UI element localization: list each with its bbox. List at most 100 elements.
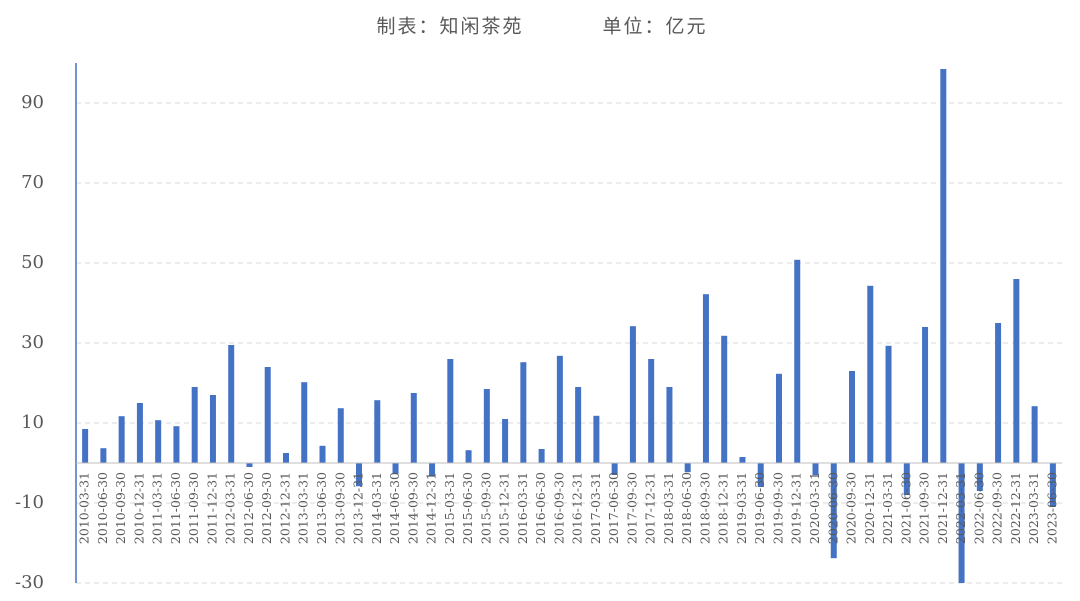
bar xyxy=(976,463,983,491)
bar xyxy=(228,345,235,463)
bar xyxy=(173,426,180,463)
y-tick-label: 90 xyxy=(21,92,44,113)
x-tick-label: 2021-12-31 xyxy=(935,472,950,544)
bar xyxy=(155,420,162,463)
x-tick-label: 2012-06-30 xyxy=(241,472,256,544)
x-tick-label: 2015-03-31 xyxy=(442,472,457,544)
y-tick-label: -30 xyxy=(15,572,44,593)
bar xyxy=(666,387,673,463)
bar xyxy=(209,395,216,463)
bar xyxy=(812,463,819,475)
bar xyxy=(118,416,125,463)
bar xyxy=(995,323,1002,463)
x-tick-label: 2012-03-31 xyxy=(223,472,238,544)
bar xyxy=(282,453,289,463)
x-tick-label: 2022-03-31 xyxy=(953,472,968,544)
bar xyxy=(1013,279,1020,463)
y-tick-label: 30 xyxy=(21,332,44,353)
bar xyxy=(885,345,892,463)
x-tick-label: 2010-12-31 xyxy=(131,472,146,544)
bar xyxy=(246,463,253,467)
bar xyxy=(319,445,326,463)
bar xyxy=(593,415,600,463)
x-tick-label: 2016-09-30 xyxy=(551,472,566,544)
x-tick-label: 2023-06-30 xyxy=(1044,472,1059,544)
bar xyxy=(392,463,399,474)
bar xyxy=(191,387,198,463)
x-tick-label: 2022-09-30 xyxy=(990,472,1005,544)
bar xyxy=(830,463,837,559)
bar xyxy=(922,327,929,463)
bar xyxy=(136,403,143,463)
x-tick-label: 2021-09-30 xyxy=(917,472,932,544)
x-tick-label: 2018-06-30 xyxy=(679,472,694,544)
bar xyxy=(82,429,89,463)
chart-title: 制表：知闲茶苑 xyxy=(376,16,523,38)
bar xyxy=(775,373,782,463)
bar xyxy=(337,408,344,463)
x-tick-label: 2011-12-31 xyxy=(204,472,219,544)
x-tick-label: 2014-09-30 xyxy=(405,472,420,544)
bar xyxy=(757,463,764,487)
x-tick-label: 2020-09-30 xyxy=(844,472,859,544)
x-tick-label: 2012-09-30 xyxy=(259,472,274,544)
x-tick-label: 2018-12-31 xyxy=(716,472,731,544)
bar xyxy=(721,335,728,463)
x-tick-label: 2019-09-30 xyxy=(770,472,785,544)
x-tick-label: 2013-09-30 xyxy=(332,472,347,544)
y-tick-label: -10 xyxy=(15,492,44,513)
bar xyxy=(556,355,563,463)
x-tick-label: 2015-06-30 xyxy=(460,472,475,544)
x-tick-label: 2012-12-31 xyxy=(277,472,292,544)
bar xyxy=(629,326,636,463)
bar xyxy=(483,389,490,463)
bar xyxy=(301,382,308,463)
x-tick-label: 2014-06-30 xyxy=(387,472,402,544)
x-tick-label: 2017-06-30 xyxy=(606,472,621,544)
y-tick-label: 50 xyxy=(21,252,44,273)
bar xyxy=(867,285,874,463)
x-tick-label: 2021-03-31 xyxy=(880,472,895,544)
bar xyxy=(794,259,801,463)
x-tick-label: 2023-03-31 xyxy=(1026,472,1041,544)
x-tick-label: 2014-03-31 xyxy=(369,472,384,544)
bar xyxy=(410,393,417,463)
bar xyxy=(1031,406,1038,463)
bar xyxy=(903,463,910,495)
bar xyxy=(684,463,691,473)
x-tick-label: 2014-12-31 xyxy=(424,472,439,544)
bar xyxy=(575,387,582,463)
x-tick-label: 2016-06-30 xyxy=(533,472,548,544)
x-tick-label: 2011-03-31 xyxy=(150,472,165,544)
bar xyxy=(447,359,454,463)
x-tick-label: 2018-03-31 xyxy=(661,472,676,544)
x-tick-label: 2013-12-31 xyxy=(351,472,366,544)
x-tick-label: 2020-03-31 xyxy=(807,472,822,544)
x-tick-label: 2020-12-31 xyxy=(862,472,877,544)
bar xyxy=(429,463,436,476)
x-tick-label: 2017-09-30 xyxy=(624,472,639,544)
x-tick-label: 2013-03-31 xyxy=(296,472,311,544)
bar xyxy=(100,448,107,463)
x-tick-label: 2018-09-30 xyxy=(697,472,712,544)
x-tick-label: 2021-06-30 xyxy=(898,472,913,544)
x-tick-label: 2016-12-31 xyxy=(570,472,585,544)
x-tick-label: 2019-12-31 xyxy=(789,472,804,544)
x-tick-label: 2022-06-30 xyxy=(971,472,986,544)
bar xyxy=(1049,463,1056,507)
bar xyxy=(702,294,709,463)
x-tick-label: 2010-09-30 xyxy=(113,472,128,544)
bar xyxy=(849,371,856,463)
x-tick-label: 2017-03-31 xyxy=(588,472,603,544)
x-tick-label: 2010-06-30 xyxy=(95,472,110,544)
x-tick-label: 2019-06-30 xyxy=(752,472,767,544)
bar xyxy=(374,400,381,463)
bar xyxy=(958,463,965,583)
x-tick-label: 2022-12-31 xyxy=(1008,472,1023,544)
bar xyxy=(611,463,618,475)
bar xyxy=(538,449,545,463)
x-tick-label: 2015-12-31 xyxy=(497,472,512,544)
bar xyxy=(264,367,271,463)
y-tick-label: 70 xyxy=(21,172,44,193)
